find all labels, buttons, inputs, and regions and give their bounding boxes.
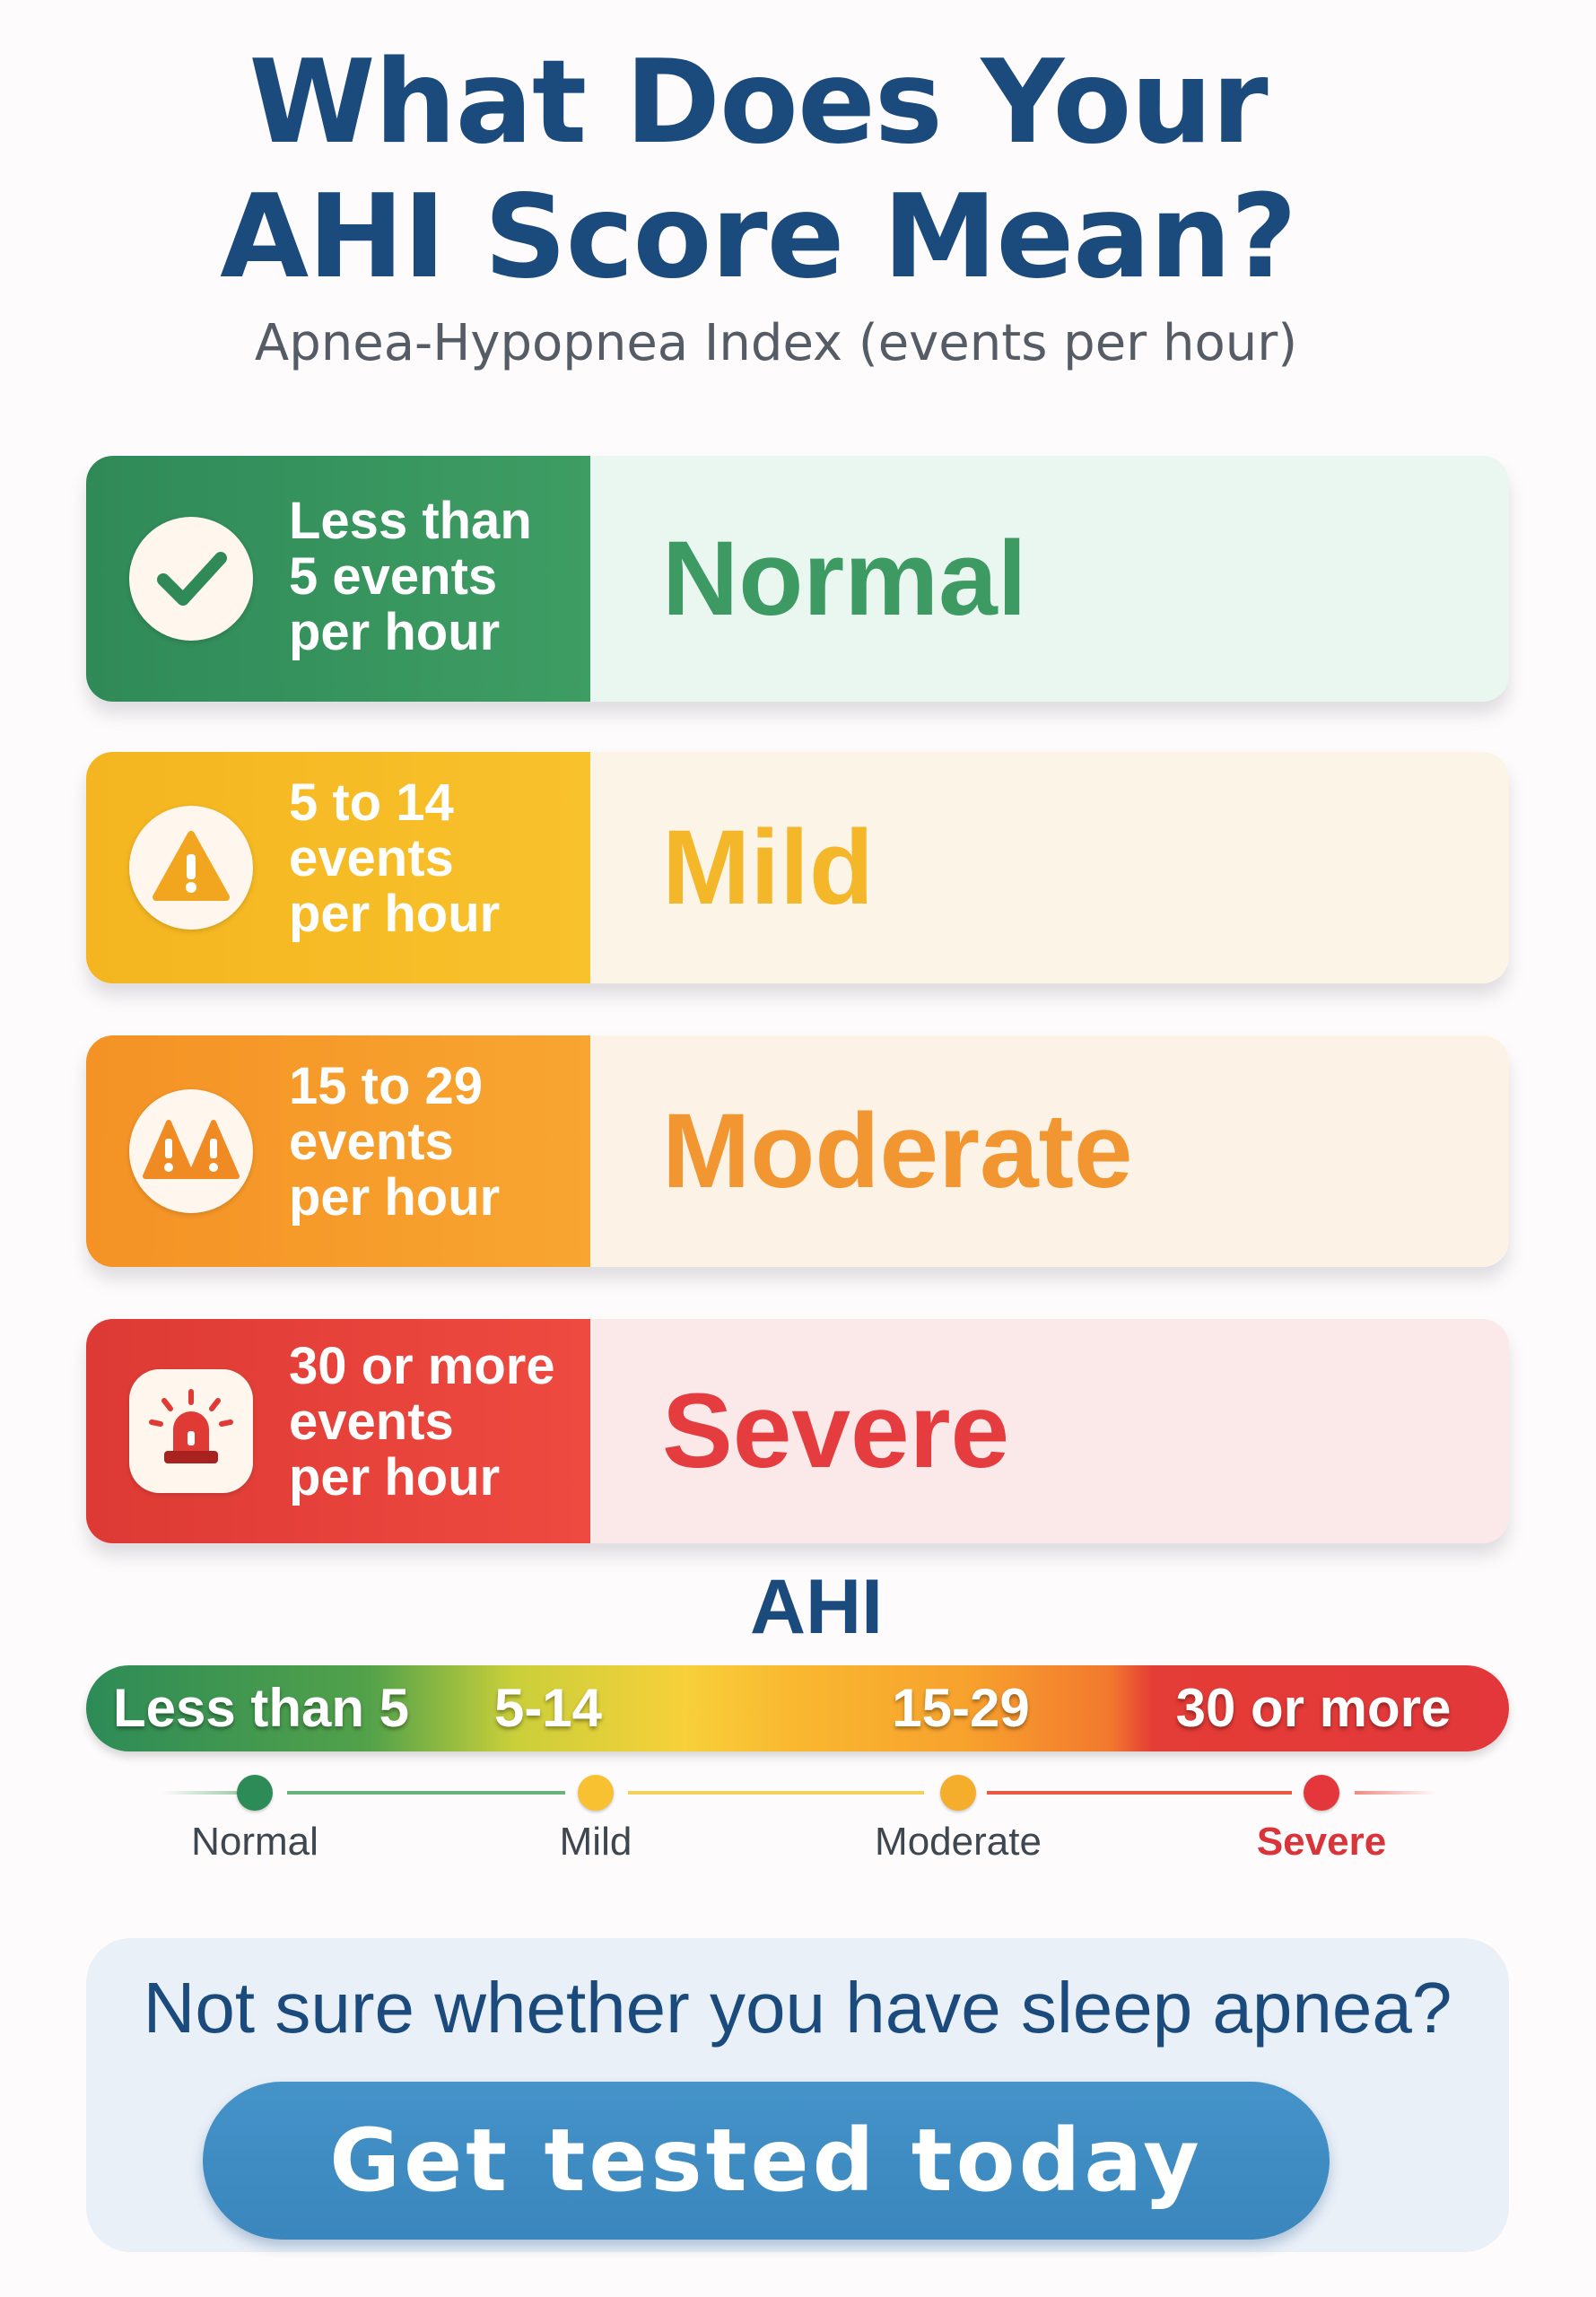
scale-segment-severe: 30 or more [1175, 1678, 1452, 1738]
scale-tick-mild: Mild [559, 1820, 632, 1864]
category-badge: 30 or more events per hour [86, 1319, 590, 1543]
range-line: per hour [289, 1168, 501, 1227]
category-card-mild: 5 to 14 events per hour Mild [86, 752, 1509, 983]
scale-segment-moderate: 15-29 [892, 1678, 1030, 1738]
scale-title: AHI [749, 1564, 884, 1650]
category-card-severe: 30 or more events per hour Severe [86, 1319, 1509, 1543]
title-line-2: AHI Score Mean? [220, 170, 1297, 304]
scale-segment-normal: Less than 5 [112, 1678, 410, 1738]
track-line [628, 1791, 924, 1795]
level-label: Normal [590, 456, 1509, 702]
category-card-normal: Less than 5 events per hour Normal [86, 456, 1509, 702]
scale-tick-normal: Normal [191, 1820, 318, 1864]
range-line: 5 to 14 [289, 773, 454, 832]
double-warning-icon [129, 1089, 253, 1213]
track-line [161, 1791, 242, 1795]
range-line: per hour [289, 603, 501, 661]
range-text: 5 to 14 events per hour [289, 775, 594, 942]
track-line [287, 1791, 565, 1795]
range-line: per hour [289, 885, 501, 943]
range-line: 30 or more [289, 1337, 555, 1395]
track-line [987, 1791, 1292, 1795]
page-title: What Does Your AHI Score Mean? [0, 36, 1516, 305]
range-line: per hour [289, 1448, 501, 1507]
scale-segment-mild: 5-14 [493, 1678, 603, 1738]
level-label: Mild [590, 752, 1509, 983]
category-badge: Less than 5 events per hour [86, 456, 590, 702]
category-card-moderate: 15 to 29 events per hour Moderate [86, 1035, 1509, 1267]
warning-icon [129, 806, 253, 930]
scale-dot-mild [578, 1775, 614, 1811]
level-label: Severe [590, 1319, 1509, 1543]
get-tested-button[interactable]: Get tested today [203, 2082, 1330, 2240]
range-line: events [289, 1113, 454, 1171]
range-text: 15 to 29 events per hour [289, 1059, 594, 1226]
cta-panel: Not sure whether you have sleep apnea? G… [86, 1938, 1509, 2252]
ahi-scale-bar: Less than 5 5-14 15-29 30 or more [86, 1665, 1509, 1751]
category-badge: 5 to 14 events per hour [86, 752, 590, 983]
scale-tick-moderate: Moderate [875, 1820, 1042, 1864]
range-line: 5 events [289, 547, 498, 606]
level-label: Moderate [590, 1035, 1509, 1267]
scale-dot-moderate [940, 1775, 976, 1811]
range-line: 15 to 29 [289, 1057, 483, 1115]
range-text: 30 or more events per hour [289, 1339, 594, 1506]
alarm-siren-icon [129, 1369, 253, 1493]
range-line: events [289, 1393, 454, 1451]
range-line: Less than [289, 492, 532, 550]
category-badge: 15 to 29 events per hour [86, 1035, 590, 1267]
range-text: Less than 5 events per hour [289, 493, 594, 660]
track-line [1355, 1791, 1435, 1795]
scale-tick-severe: Severe [1256, 1820, 1387, 1864]
cta-question: Not sure whether you have sleep apnea? [143, 1968, 1452, 2048]
page-subtitle: Apnea-Hypopnea Index (events per hour) [254, 314, 1298, 372]
check-icon [129, 517, 253, 641]
scale-dot-normal [237, 1775, 273, 1811]
range-line: events [289, 829, 454, 887]
title-line-1: What Does Your [249, 36, 1268, 170]
scale-dot-severe [1304, 1775, 1339, 1811]
